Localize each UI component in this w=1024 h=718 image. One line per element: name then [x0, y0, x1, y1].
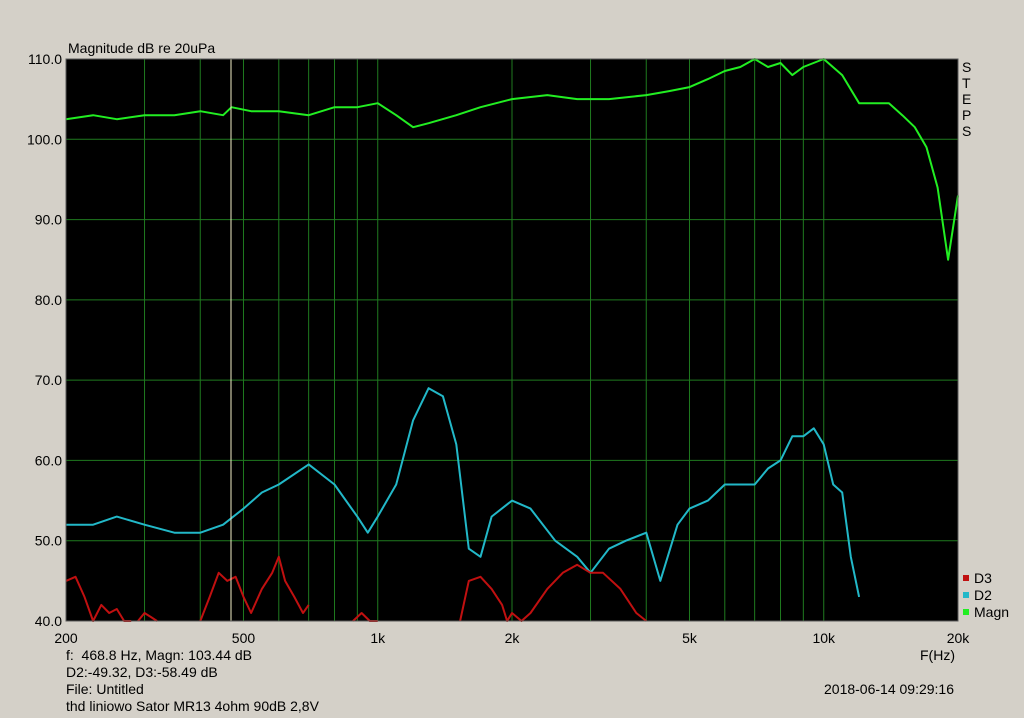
y-tick-label: 60.0: [35, 452, 62, 468]
series-d3-line: [65, 575, 132, 622]
legend-item-magn: Magn: [963, 604, 1009, 620]
series-d3-line: [199, 555, 310, 622]
steps-letter: P: [962, 107, 972, 123]
x-tick-label: 1k: [370, 630, 386, 646]
x-tick-label: 500: [232, 630, 256, 646]
series-d2-line: [66, 387, 861, 598]
steps-letter: S: [962, 59, 972, 75]
readout-distortion: D2:-49.32, D3:-58.49 dB: [66, 664, 218, 680]
x-tick-label: 20k: [947, 630, 971, 646]
legend-swatch: [963, 575, 969, 581]
legend-label: D2: [974, 587, 992, 603]
steps-letter: T: [962, 75, 971, 91]
readout-description: thd liniowo Sator MR13 4ohm 90dB 2,8V: [66, 698, 319, 714]
series-d3-line: [459, 563, 647, 622]
readout-file: File: Untitled: [66, 681, 144, 697]
legend-swatch: [963, 592, 969, 598]
readout-timestamp: 2018-06-14 09:29:16: [824, 681, 954, 697]
y-tick-label: 40.0: [35, 613, 62, 629]
steps-letter: S: [962, 123, 972, 139]
series-d3-line: [137, 612, 158, 622]
legend-item-d2: D2: [963, 587, 992, 603]
x-axis-label: F(Hz): [920, 647, 955, 663]
readout-frequency: f: 468.8 Hz, Magn: 103.44 dB: [66, 647, 253, 663]
legend-label: D3: [974, 570, 992, 586]
chart-title: Magnitude dB re 20uPa: [68, 40, 216, 56]
grid-lines: [66, 59, 958, 621]
series-layer: [65, 58, 959, 622]
y-tick-label: 80.0: [35, 292, 62, 308]
y-tick-label: 100.0: [27, 131, 62, 147]
x-tick-label: 10k: [812, 630, 836, 646]
axis-ticks: 200 500 1k 2k 5k 10k 20k 40.0 50.0 60.0 70.0 80.0 90…: [27, 51, 970, 646]
legend-swatch: [963, 609, 969, 615]
y-tick-label: 110.0: [28, 51, 62, 67]
legend-item-d3: D3: [963, 570, 992, 586]
series-magn-line: [65, 58, 959, 261]
y-tick-label: 70.0: [35, 372, 62, 388]
plot-frame: [65, 58, 959, 622]
steps-letter: E: [962, 91, 972, 107]
x-tick-label: 5k: [682, 630, 698, 646]
legend-label: Magn: [974, 604, 1010, 620]
x-tick-label: 200: [54, 630, 78, 646]
y-tick-label: 90.0: [35, 212, 62, 228]
x-tick-label: 2k: [505, 630, 521, 646]
y-tick-label: 50.0: [35, 533, 62, 549]
